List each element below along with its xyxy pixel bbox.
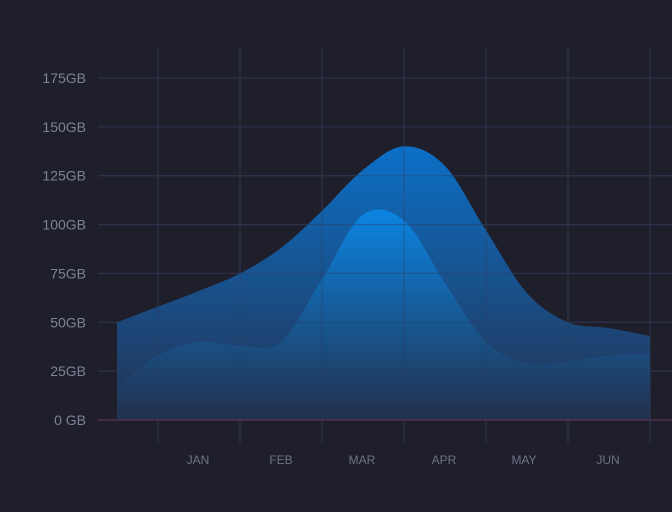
grid-overlay bbox=[98, 48, 672, 443]
x-tick-label: APR bbox=[432, 453, 457, 467]
y-tick-label: 150GB bbox=[42, 119, 86, 135]
y-tick-label: 175GB bbox=[42, 70, 86, 86]
x-tick-label: FEB bbox=[269, 453, 292, 467]
y-tick-label: 50GB bbox=[50, 314, 86, 330]
y-tick-label: 0 GB bbox=[54, 412, 86, 428]
y-tick-label: 100GB bbox=[42, 217, 86, 233]
x-tick-label: JUN bbox=[596, 453, 619, 467]
x-axis-labels: JAN FEB MAR APR MAY JUN bbox=[187, 453, 620, 467]
y-tick-label: 25GB bbox=[50, 363, 86, 379]
x-tick-label: MAY bbox=[511, 453, 536, 467]
y-tick-label: 125GB bbox=[42, 168, 86, 184]
series-areas bbox=[117, 146, 650, 420]
y-axis-labels: 0 GB 25GB 50GB 75GB 100GB 125GB 150GB 175GB bbox=[42, 70, 86, 428]
x-tick-label: JAN bbox=[187, 453, 210, 467]
y-tick-label: 75GB bbox=[50, 265, 86, 281]
x-tick-label: MAR bbox=[349, 453, 376, 467]
front-series-area bbox=[117, 209, 650, 420]
